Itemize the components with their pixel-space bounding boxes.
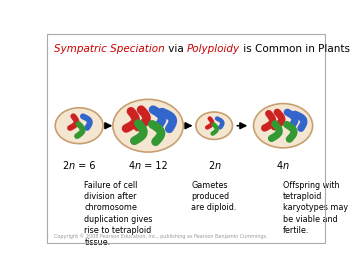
Text: via: via bbox=[164, 44, 187, 55]
Text: 4: 4 bbox=[277, 161, 283, 170]
Text: = 6: = 6 bbox=[75, 161, 95, 170]
Text: Polyploidy: Polyploidy bbox=[187, 44, 240, 55]
Text: n: n bbox=[214, 161, 220, 170]
Text: 2: 2 bbox=[208, 161, 214, 170]
Text: Sympatric Speciation: Sympatric Speciation bbox=[54, 44, 164, 55]
Text: Copyright © 2008 Pearson Education, Inc., publishing as Pearson Benjamin Cumming: Copyright © 2008 Pearson Education, Inc.… bbox=[54, 234, 268, 239]
Text: Offspring with
tetraploid
karyotypes may
be viable and
fertile.: Offspring with tetraploid karyotypes may… bbox=[283, 181, 348, 235]
Circle shape bbox=[196, 112, 232, 139]
Text: Failure of cell
division after
chromosome
duplication gives
rise to tetraploid
t: Failure of cell division after chromosom… bbox=[84, 181, 153, 247]
Text: 4: 4 bbox=[129, 161, 135, 170]
Text: is Common in Plants: is Common in Plants bbox=[240, 44, 350, 55]
Text: 2: 2 bbox=[63, 161, 69, 170]
Text: n: n bbox=[135, 161, 141, 170]
Text: n: n bbox=[69, 161, 75, 170]
Text: Gametes
produced
are diploid.: Gametes produced are diploid. bbox=[192, 181, 237, 212]
Text: n: n bbox=[283, 161, 289, 170]
Circle shape bbox=[253, 104, 313, 148]
Text: = 12: = 12 bbox=[141, 161, 167, 170]
Circle shape bbox=[55, 108, 103, 144]
Circle shape bbox=[113, 99, 183, 152]
